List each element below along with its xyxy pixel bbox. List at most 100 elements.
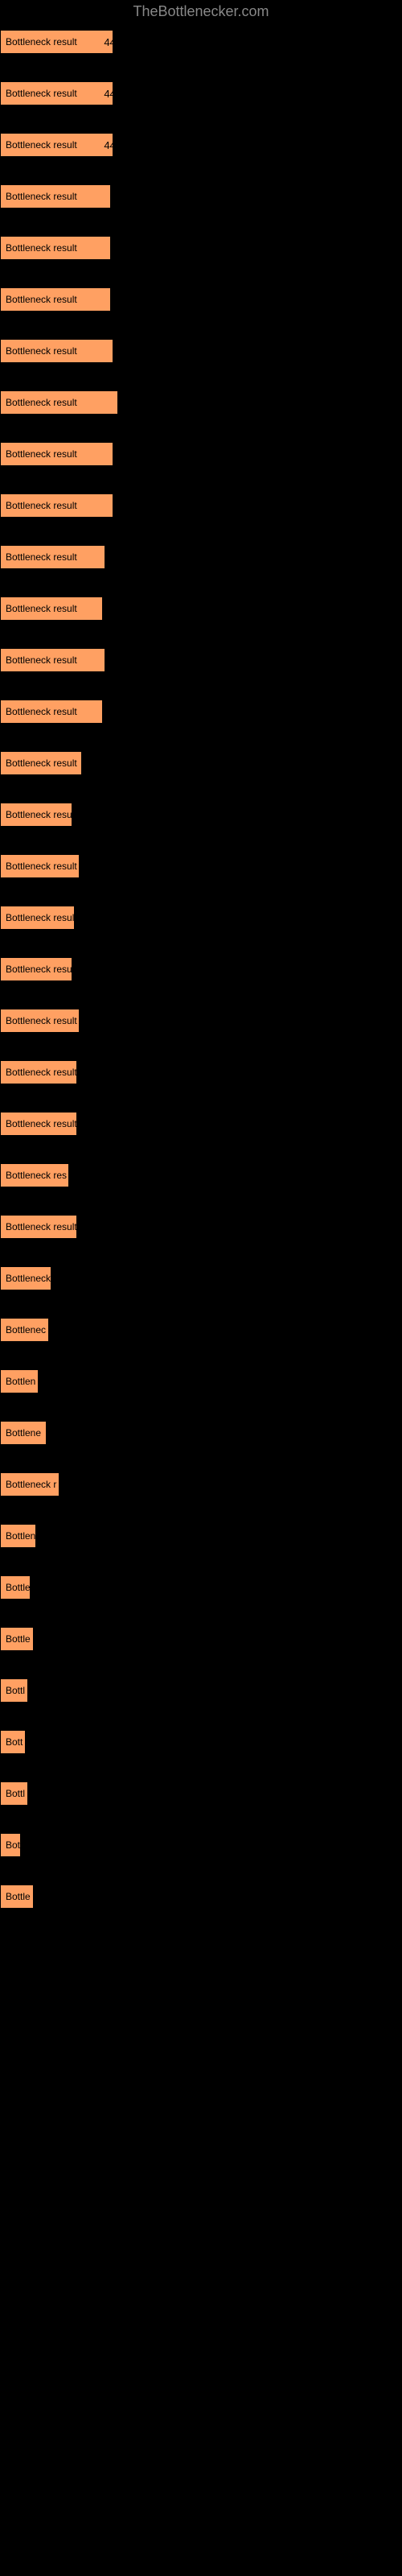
bar-label: Bottleneck result [6, 242, 77, 254]
bar-row: Bottleneck result 44 [0, 30, 402, 54]
bar-row: Bottleneck result [0, 545, 402, 569]
bar-row: Bottleneck result [0, 339, 402, 363]
bar-value: 44 [104, 36, 115, 48]
bar-label: Bottlen [6, 1376, 35, 1387]
bottleneck-bar: Bottleneck res [0, 1163, 69, 1187]
bar-label: Bottlen [6, 1530, 35, 1542]
bar-row: Bottleneck result [0, 803, 402, 827]
bottleneck-bar: Bot [0, 1833, 21, 1857]
bottleneck-bar: Bottleneck result [0, 854, 80, 878]
bottleneck-bar: Bottleneck result [0, 1060, 77, 1084]
bottleneck-bar: Bottleneck result 44 [0, 133, 113, 157]
bar-label: Bottleneck resu [6, 964, 72, 975]
bar-label: Bottleneck result [6, 912, 77, 923]
bar-row: Bottleneck result [0, 236, 402, 260]
bottleneck-bar: Bottleneck result [0, 648, 105, 672]
bottleneck-bar: Bottleneck result [0, 1009, 80, 1033]
bottleneck-bar: Bottlenec [0, 1318, 49, 1342]
bar-row: Bot [0, 1833, 402, 1857]
bar-label: Bott [6, 1736, 23, 1748]
bar-row: Bottleneck resu [0, 957, 402, 981]
bar-row: Bottleneck result [0, 751, 402, 775]
bar-label: Bottle [6, 1582, 31, 1593]
bottleneck-bar: Bottl [0, 1678, 28, 1703]
bar-row: Bottleneck result 44 [0, 81, 402, 105]
bottleneck-bar: Bottle [0, 1575, 31, 1600]
bar-label: Bottleneck result [6, 36, 77, 47]
bar-row: Bottleneck result 44 [0, 133, 402, 157]
bottleneck-bar: Bottleneck result [0, 390, 118, 415]
bar-row: Bottleneck result [0, 442, 402, 466]
bar-label: Bottlenec [6, 1324, 46, 1335]
bar-label: Bottleneck r [6, 1479, 56, 1490]
bar-label: Bottleneck result [6, 603, 77, 614]
bottleneck-bar: Bottleneck result [0, 545, 105, 569]
bar-row: Bottleneck result [0, 648, 402, 672]
bar-row: Bottleneck result [0, 287, 402, 312]
bottleneck-bar: Bottle [0, 1885, 34, 1909]
bottleneck-bar: Bottlen [0, 1524, 36, 1548]
bar-label: Bottle [6, 1891, 31, 1902]
site-header: TheBottlenecker.com [0, 0, 402, 23]
bar-row: Bottleneck result [0, 597, 402, 621]
bar-row: Bottleneck [0, 1266, 402, 1290]
bar-label: Bottl [6, 1685, 25, 1696]
bar-row: Bottleneck result [0, 493, 402, 518]
bar-row: Bottleneck r [0, 1472, 402, 1496]
bar-row: Bottleneck result [0, 1060, 402, 1084]
bar-value: 44 [104, 88, 115, 100]
bar-label: Bottleneck result [6, 500, 77, 511]
bar-row: Bottle [0, 1627, 402, 1651]
bottleneck-bar: Bottle [0, 1627, 34, 1651]
bar-row: Bottleneck result [0, 1112, 402, 1136]
bar-label: Bottleneck result [6, 758, 77, 769]
bottleneck-bar: Bottleneck r [0, 1472, 59, 1496]
bar-row: Bottleneck result [0, 906, 402, 930]
bottleneck-bar: Bottleneck result 44 [0, 81, 113, 105]
bar-row: Bottl [0, 1781, 402, 1806]
bar-label: Bottleneck result [6, 1067, 77, 1078]
bottleneck-bar: Bottleneck result [0, 339, 113, 363]
bottleneck-chart: Bottleneck result44Bottleneck result44Bo… [0, 23, 402, 1923]
bar-label: Bottleneck result [6, 861, 77, 872]
bar-label: Bottleneck res [6, 1170, 67, 1181]
bar-row: Bottl [0, 1678, 402, 1703]
bottleneck-bar: Bottleneck [0, 1266, 51, 1290]
bar-label: Bottleneck result [6, 294, 77, 305]
bar-row: Bottlenec [0, 1318, 402, 1342]
bar-label: Bottleneck result [6, 706, 77, 717]
bar-label: Bottleneck result [6, 345, 77, 357]
bar-value: 44 [104, 139, 115, 151]
bar-label: Bottl [6, 1788, 25, 1799]
bar-row: Bottleneck result [0, 1215, 402, 1239]
bar-label: Bottleneck result [6, 1118, 77, 1129]
bar-label: Bottleneck result [6, 397, 77, 408]
bar-label: Bottlene [6, 1427, 41, 1439]
bottleneck-bar: Bottleneck result [0, 287, 111, 312]
bar-row: Bottlene [0, 1421, 402, 1445]
bar-label: Bottleneck result [6, 1221, 77, 1232]
bar-row: Bottlen [0, 1524, 402, 1548]
bottleneck-bar: Bottleneck result [0, 700, 103, 724]
bar-row: Bott [0, 1730, 402, 1754]
bar-row: Bottleneck result [0, 1009, 402, 1033]
bottleneck-bar: Bottleneck result [0, 442, 113, 466]
bottleneck-bar: Bottleneck result [0, 803, 72, 827]
bottleneck-bar: Bottleneck result [0, 184, 111, 208]
bar-label: Bottleneck result [6, 139, 77, 151]
bar-label: Bottleneck result [6, 654, 77, 666]
bar-row: Bottleneck result [0, 854, 402, 878]
bottleneck-bar: Bottleneck result [0, 906, 75, 930]
bottleneck-bar: Bottleneck resu [0, 957, 72, 981]
bottleneck-bar: Bott [0, 1730, 26, 1754]
bottleneck-bar: Bottl [0, 1781, 28, 1806]
bar-label: Bottleneck result [6, 88, 77, 99]
bottleneck-bar: Bottleneck result [0, 1215, 77, 1239]
bar-row: Bottleneck result [0, 184, 402, 208]
bar-row: Bottle [0, 1575, 402, 1600]
bar-label: Bottle [6, 1633, 31, 1645]
bottleneck-bar: Bottleneck result 44 [0, 30, 113, 54]
bottleneck-bar: Bottleneck result [0, 1112, 77, 1136]
bar-label: Bottleneck result [6, 1015, 77, 1026]
bar-row: Bottle [0, 1885, 402, 1909]
